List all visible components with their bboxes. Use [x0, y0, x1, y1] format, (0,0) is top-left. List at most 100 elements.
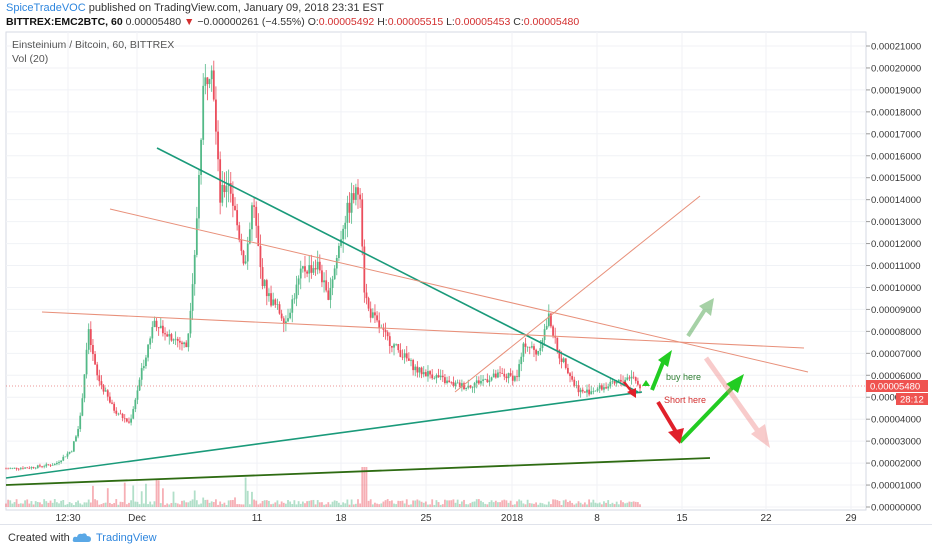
candle-body — [374, 312, 376, 316]
volume-bar — [321, 502, 323, 507]
arrow-long-target-icon[interactable] — [678, 374, 744, 444]
candle-body — [331, 279, 334, 289]
volume-bar — [420, 501, 423, 507]
volume-bar — [111, 504, 113, 507]
candle-body — [172, 339, 175, 341]
candle-body — [289, 312, 292, 319]
volume-bar — [607, 500, 610, 507]
volume-bar — [446, 500, 448, 507]
volume-bar — [367, 500, 370, 507]
author-link[interactable]: SpiceTradeVOC — [6, 2, 86, 14]
candle-body — [261, 267, 264, 287]
volume-bar — [240, 504, 243, 507]
volume-bar — [136, 501, 139, 507]
arrow-faded-up-icon[interactable] — [686, 298, 714, 338]
volume-bar — [632, 501, 635, 507]
volume-bar — [49, 500, 52, 507]
last-price-tag — [866, 380, 928, 392]
candle-body — [581, 389, 584, 392]
resistance-line-1[interactable] — [109, 208, 809, 373]
descending-trendline[interactable] — [156, 147, 639, 393]
volume-bar — [494, 500, 497, 507]
candle-body — [170, 334, 173, 341]
volume-bar — [47, 502, 50, 507]
candle-body — [108, 396, 111, 403]
candle-body — [414, 366, 417, 371]
candle-body — [41, 466, 43, 468]
volume-bar — [289, 501, 292, 507]
candle-body — [354, 187, 357, 200]
candle-body — [342, 228, 345, 240]
volume-bar — [248, 504, 251, 507]
volume-bar — [350, 499, 353, 507]
candle-body — [268, 293, 270, 297]
arrow-short-icon[interactable] — [656, 400, 684, 444]
volume-bar — [238, 504, 241, 507]
long-support-line[interactable] — [5, 457, 711, 486]
price-axis[interactable]: 0.00021000 0.00020000 0.00019000 0.00018000… — [866, 42, 921, 514]
time-axis[interactable]: 12:30 Dec 11 18 25 2018 8 15 22 29 — [55, 513, 857, 524]
volume-bar — [530, 503, 533, 507]
volume-bar — [590, 502, 593, 507]
volume-bar — [448, 500, 451, 507]
candle-body — [456, 382, 459, 384]
volume-bar — [522, 503, 525, 507]
buy-here-label: buy here — [666, 372, 701, 382]
candle-body — [293, 298, 296, 300]
volume-bar — [465, 504, 468, 507]
candle-body — [30, 467, 33, 469]
volume-bar — [278, 504, 281, 507]
volume-bar — [202, 497, 205, 507]
ascending-trendline[interactable] — [5, 391, 643, 479]
publish-info: published on TradingView.com, January 09… — [85, 2, 384, 14]
candle-body — [405, 353, 408, 359]
volume-bar — [537, 504, 540, 507]
candle-body — [439, 375, 442, 378]
volume-bar — [503, 499, 506, 507]
candle-body — [32, 467, 35, 468]
volume-bar — [577, 501, 580, 507]
volume-bar — [72, 504, 75, 507]
candle-body — [89, 329, 92, 346]
candle-body — [94, 354, 96, 365]
volume-bar — [316, 500, 319, 507]
tradingview-brand-link[interactable]: TradingView — [96, 532, 157, 544]
candle-body — [592, 391, 595, 392]
volume-bar — [323, 504, 325, 507]
candle-body — [586, 389, 588, 393]
candle-body — [62, 456, 65, 461]
arrow-small-down-icon[interactable] — [623, 381, 636, 398]
volume-bar — [437, 502, 440, 507]
volume-bar — [600, 504, 603, 507]
y-tick-label: 0.00009000 — [871, 305, 921, 316]
candle-body — [7, 468, 10, 470]
volume-bar — [217, 504, 219, 507]
volume-bar — [380, 503, 383, 507]
candle-body — [223, 184, 226, 193]
volume-bar — [490, 500, 493, 507]
candle-body — [142, 366, 145, 369]
rising-fan-line[interactable] — [454, 195, 701, 393]
y-tick-label: 0.00002000 — [871, 459, 921, 470]
volume-bar — [181, 500, 183, 507]
candle-body — [511, 375, 514, 381]
volume-bar — [221, 503, 224, 507]
volume-bar — [507, 502, 510, 507]
volume-bar — [185, 502, 188, 507]
volume-bar — [242, 504, 245, 507]
arrow-faded-down-icon[interactable] — [703, 356, 770, 448]
candle-body — [528, 346, 531, 348]
volume-bar — [66, 504, 69, 507]
volume-bar — [556, 500, 559, 507]
resistance-line-2[interactable] — [41, 311, 805, 349]
price-chart[interactable]: buy here Short here Einsteinium / Bitcoi… — [0, 0, 932, 524]
y-tick-label: 0.00021000 — [871, 42, 921, 53]
candle-body — [204, 77, 207, 86]
volume-bar — [382, 501, 385, 507]
open-label: O: — [307, 16, 319, 28]
candle-body — [335, 257, 338, 269]
arrow-buy-icon[interactable] — [650, 350, 672, 391]
candles — [5, 60, 641, 471]
volume-bar — [441, 504, 444, 507]
volume-bar — [128, 502, 130, 507]
